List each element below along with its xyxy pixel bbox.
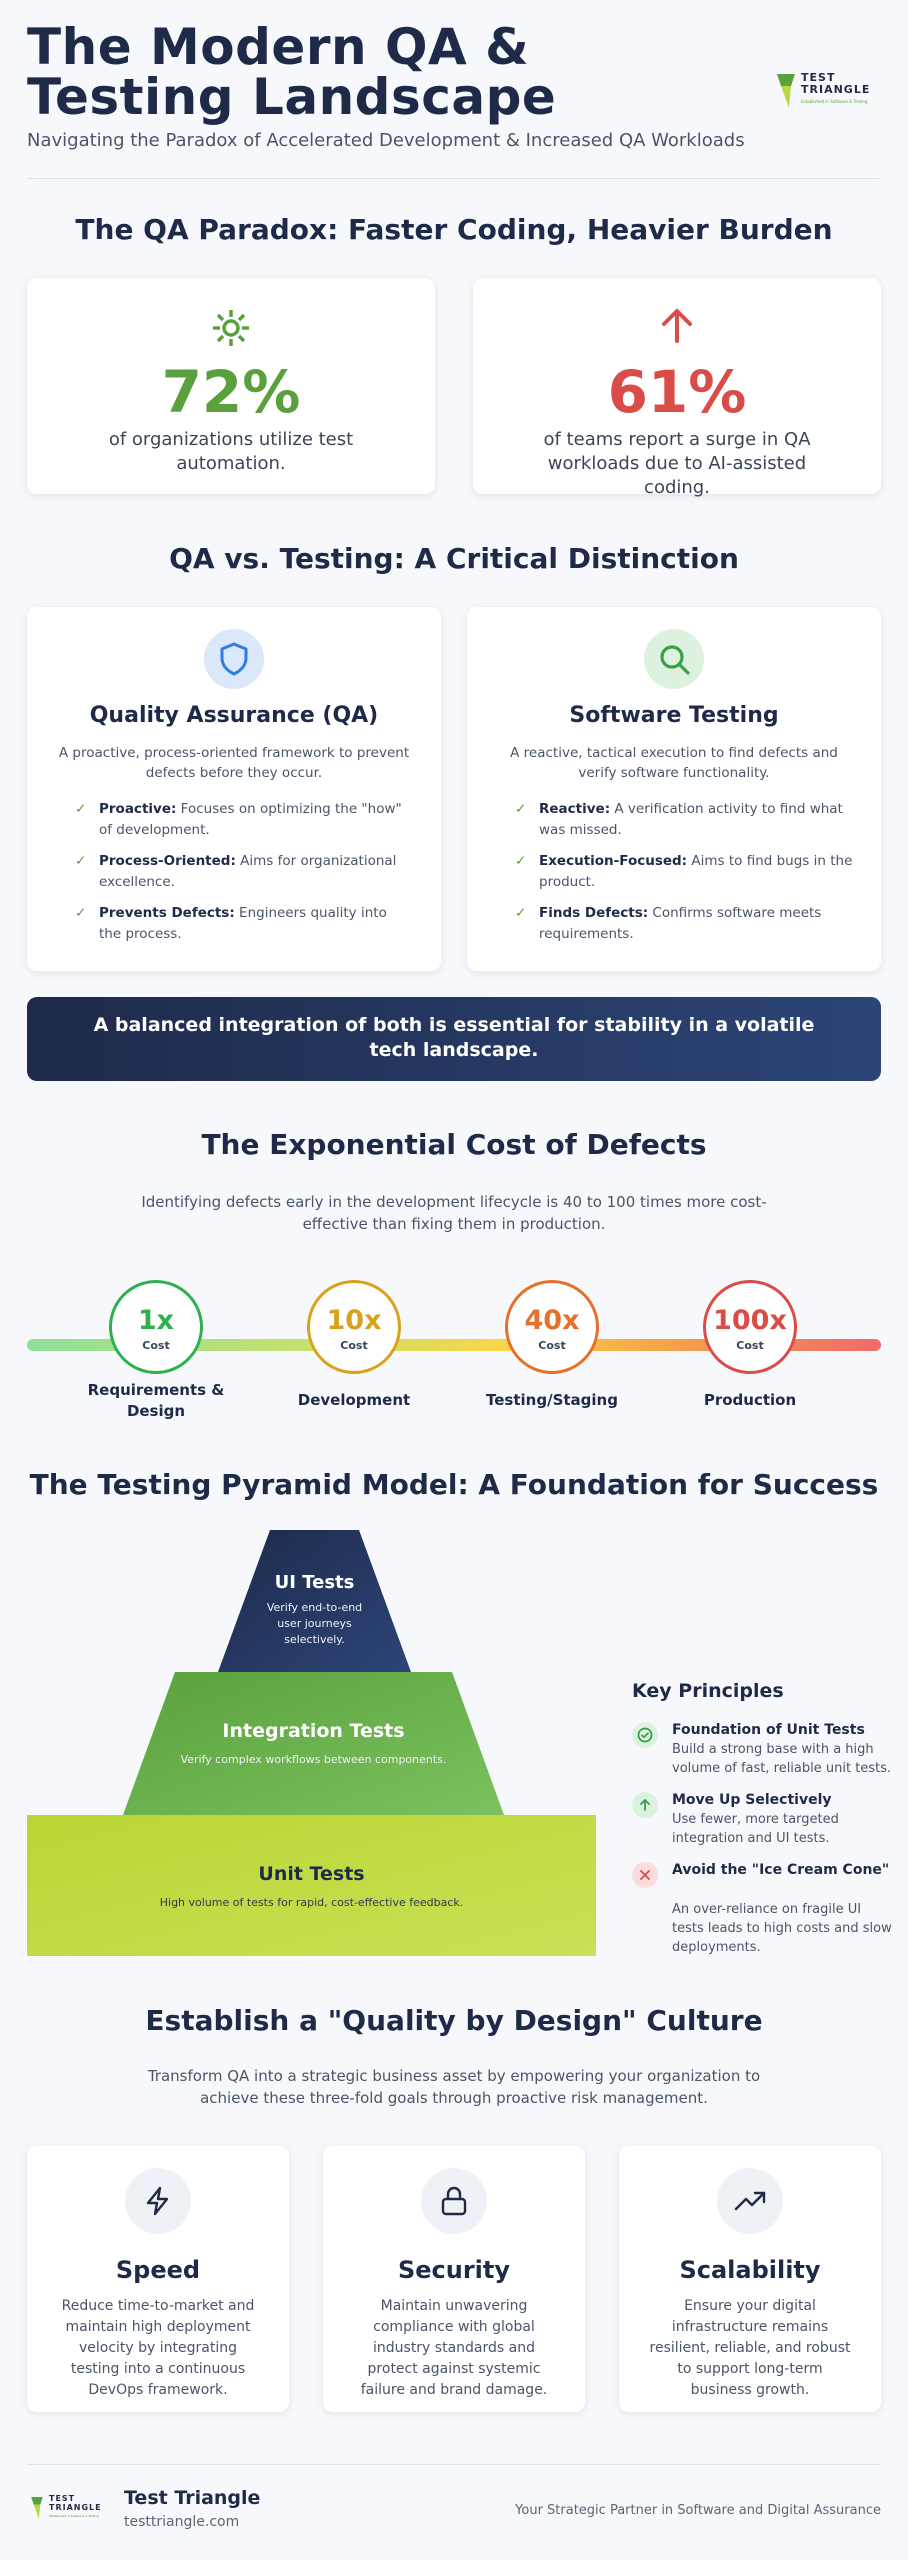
logo-text-test: TEST [49, 2494, 76, 2503]
shield-icon [204, 629, 264, 689]
check-icon: ✓ [515, 801, 527, 817]
logo-text-test: TEST [801, 71, 836, 84]
balance-banner: A balanced integration of both is essent… [27, 997, 881, 1081]
footer-company-name: Test Triangle [124, 2487, 261, 2509]
goal-title: Scalability [679, 2256, 821, 2284]
check-icon: ✓ [515, 905, 527, 921]
testing-card: Software Testing A reactive, tactical ex… [467, 607, 881, 971]
goal-card-scalability: Scalability Ensure your digital infrastr… [619, 2146, 881, 2412]
pyramid-level-unit: Unit Tests High volume of tests for rapi… [27, 1815, 596, 1956]
stage-label: Production [703, 1391, 797, 1409]
pyramid-level-ui: UI Tests Verify end-to-end user journeys… [218, 1530, 411, 1672]
check-circle-icon [632, 1722, 658, 1748]
footer-divider [27, 2464, 881, 2465]
list-item: ✓ Execution-Focused: Aims to find bugs in… [515, 853, 853, 890]
culture-title: Establish a "Quality by Design" Culture [145, 2004, 763, 2037]
stage-label: Testing/Staging [486, 1391, 618, 1409]
cost-title: The Exponential Cost of Defects [201, 1128, 707, 1161]
pyramid-level-desc: High volume of tests for rapid, cost-eff… [159, 1896, 464, 1909]
logo-text-triangle: TRIANGLE [801, 83, 871, 96]
principle-title: Avoid the "Ice Cream Cone" [672, 1862, 890, 1878]
cost-desc: Identifying defects early in the develop… [141, 1193, 767, 1233]
check-icon: ✓ [75, 853, 87, 869]
testing-card-title: Software Testing [569, 703, 779, 728]
stat-label: of teams report a surge in QA workloads … [543, 429, 811, 498]
list-item: ✓ Proactive: Focuses on optimizing the "h… [75, 801, 402, 838]
page-subtitle: Navigating the Paradox of Accelerated De… [27, 130, 745, 151]
key-principles: Key Principles Foundation of Unit Tests … [632, 1680, 892, 1980]
principle-desc: Use fewer, more targeted integration and… [672, 1812, 839, 1846]
goal-card-speed: Speed Reduce time-to-market and maintain… [27, 2146, 289, 2412]
principle-desc: An over-reliance on fragile UI tests lea… [672, 1902, 892, 1955]
distinction-title: QA vs. Testing: A Critical Distinction [169, 542, 739, 575]
goal-desc: Ensure your digital infrastructure remai… [649, 2298, 851, 2398]
arrow-up-icon [632, 1792, 658, 1818]
check-icon: ✓ [75, 905, 87, 921]
paradox-title: The QA Paradox: Faster Coding, Heavier B… [75, 213, 833, 246]
triangle-logo-icon [31, 2496, 43, 2519]
lock-icon [421, 2168, 487, 2234]
logo-tagline: Established in Software & Testing [801, 99, 868, 104]
footer-url-link[interactable]: testtriangle.com [124, 2514, 240, 2530]
logo-text-triangle: TRIANGLE [49, 2503, 102, 2512]
culture-desc: Transform QA into a strategic business a… [147, 2067, 761, 2107]
pyramid-level-title: Unit Tests [258, 1863, 365, 1885]
principle-title: Foundation of Unit Tests [672, 1722, 865, 1738]
check-icon: ✓ [515, 853, 527, 869]
arrow-up-icon [657, 306, 697, 350]
page-title: The Modern QA & Testing Landscape [27, 18, 557, 126]
goal-title: Security [397, 2256, 511, 2284]
gear-icon [209, 306, 253, 354]
trend-up-icon [717, 2168, 783, 2234]
cost-node-10x: 10x Cost [307, 1280, 401, 1374]
pyramid-level-title: Integration Tests [222, 1720, 405, 1742]
magnifier-icon [644, 629, 704, 689]
principle-desc: Build a strong base with a high volume o… [672, 1742, 892, 1776]
header-logo[interactable]: TEST TRIANGLE Established in Software & … [777, 72, 870, 108]
pyramid-level-desc: Verify end-to-end user journeys selectiv… [266, 1601, 363, 1646]
stat-value: 72% [161, 358, 301, 426]
cost-node-1x: 1x Cost [109, 1280, 203, 1374]
cost-node-100x: 100x Cost [703, 1280, 797, 1374]
stat-card-workload: 61% of teams report a surge in QA worklo… [473, 278, 881, 498]
logo-tagline: Established in Software & Testing [49, 2514, 99, 2518]
key-principles-title: Key Principles [632, 1680, 784, 1702]
lightning-icon [125, 2168, 191, 2234]
list-item: ✓ Prevents Defects: Engineers quality int… [75, 905, 387, 942]
triangle-logo-icon [777, 74, 795, 108]
goal-desc: Maintain unwavering compliance with glob… [360, 2298, 548, 2398]
goal-card-security: Security Maintain unwavering compliance … [323, 2146, 585, 2412]
qa-card-title: Quality Assurance (QA) [89, 703, 379, 728]
footer-logo[interactable]: TEST TRIANGLE Established in Software & … [31, 2494, 102, 2521]
list-item: ✓ Finds Defects: Confirms software meets … [515, 905, 822, 942]
cost-track [27, 1339, 881, 1351]
list-item: ✓ Process-Oriented: Aims for organization… [75, 853, 397, 890]
footer-tagline: Your Strategic Partner in Software and D… [515, 2503, 881, 2518]
check-icon: ✓ [75, 801, 87, 817]
principle-title: Move Up Selectively [672, 1792, 832, 1808]
header-divider [27, 178, 881, 179]
x-icon [632, 1862, 658, 1888]
goal-title: Speed [115, 2256, 201, 2284]
qa-card: Quality Assurance (QA) A proactive, proc… [27, 607, 441, 971]
pyramid-level-integration: Integration Tests Verify complex workflo… [123, 1672, 504, 1815]
header: The Modern QA & Testing Landscape Naviga… [27, 22, 881, 152]
qa-card-desc: A proactive, process-oriented framework … [58, 745, 410, 781]
stat-value: 61% [607, 358, 747, 426]
goal-desc: Reduce time-to-market and maintain high … [61, 2298, 255, 2398]
cost-node-40x: 40x Cost [505, 1280, 599, 1374]
stat-card-automation: 72% of organizations utilize test automa… [27, 278, 435, 494]
stage-label: Development [297, 1391, 411, 1409]
pyramid-level-title: UI Tests [274, 1572, 355, 1593]
list-item: ✓ Reactive: A verification activity to fi… [515, 801, 843, 838]
stage-label: Requirements & Design [87, 1381, 225, 1420]
testing-card-desc: A reactive, tactical execution to find d… [510, 745, 838, 781]
stat-label: of organizations utilize test automation… [108, 429, 354, 474]
pyramid-level-desc: Verify complex workflows between compone… [180, 1753, 447, 1766]
pyramid-title: The Testing Pyramid Model: A Foundation … [29, 1468, 879, 1501]
